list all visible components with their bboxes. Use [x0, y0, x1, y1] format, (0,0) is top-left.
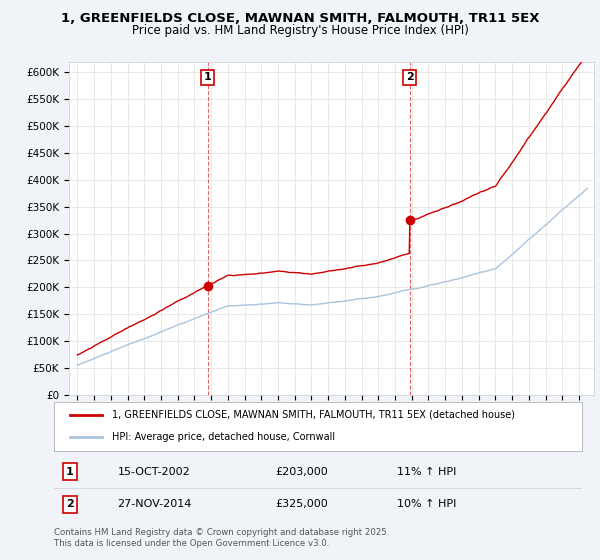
Text: Contains HM Land Registry data © Crown copyright and database right 2025.
This d: Contains HM Land Registry data © Crown c… [54, 528, 389, 548]
Text: 1, GREENFIELDS CLOSE, MAWNAN SMITH, FALMOUTH, TR11 5EX: 1, GREENFIELDS CLOSE, MAWNAN SMITH, FALM… [61, 12, 539, 25]
Text: HPI: Average price, detached house, Cornwall: HPI: Average price, detached house, Corn… [112, 432, 335, 442]
Text: Price paid vs. HM Land Registry's House Price Index (HPI): Price paid vs. HM Land Registry's House … [131, 24, 469, 36]
Text: 1: 1 [66, 466, 74, 477]
Text: 11% ↑ HPI: 11% ↑ HPI [397, 466, 457, 477]
Text: 15-OCT-2002: 15-OCT-2002 [118, 466, 190, 477]
Text: 1: 1 [204, 72, 212, 82]
Text: 2: 2 [406, 72, 413, 82]
Text: 27-NOV-2014: 27-NOV-2014 [118, 499, 192, 509]
Text: 10% ↑ HPI: 10% ↑ HPI [397, 499, 457, 509]
Text: 2: 2 [66, 499, 74, 509]
Text: 1, GREENFIELDS CLOSE, MAWNAN SMITH, FALMOUTH, TR11 5EX (detached house): 1, GREENFIELDS CLOSE, MAWNAN SMITH, FALM… [112, 410, 515, 420]
Text: £325,000: £325,000 [276, 499, 329, 509]
Text: £203,000: £203,000 [276, 466, 329, 477]
